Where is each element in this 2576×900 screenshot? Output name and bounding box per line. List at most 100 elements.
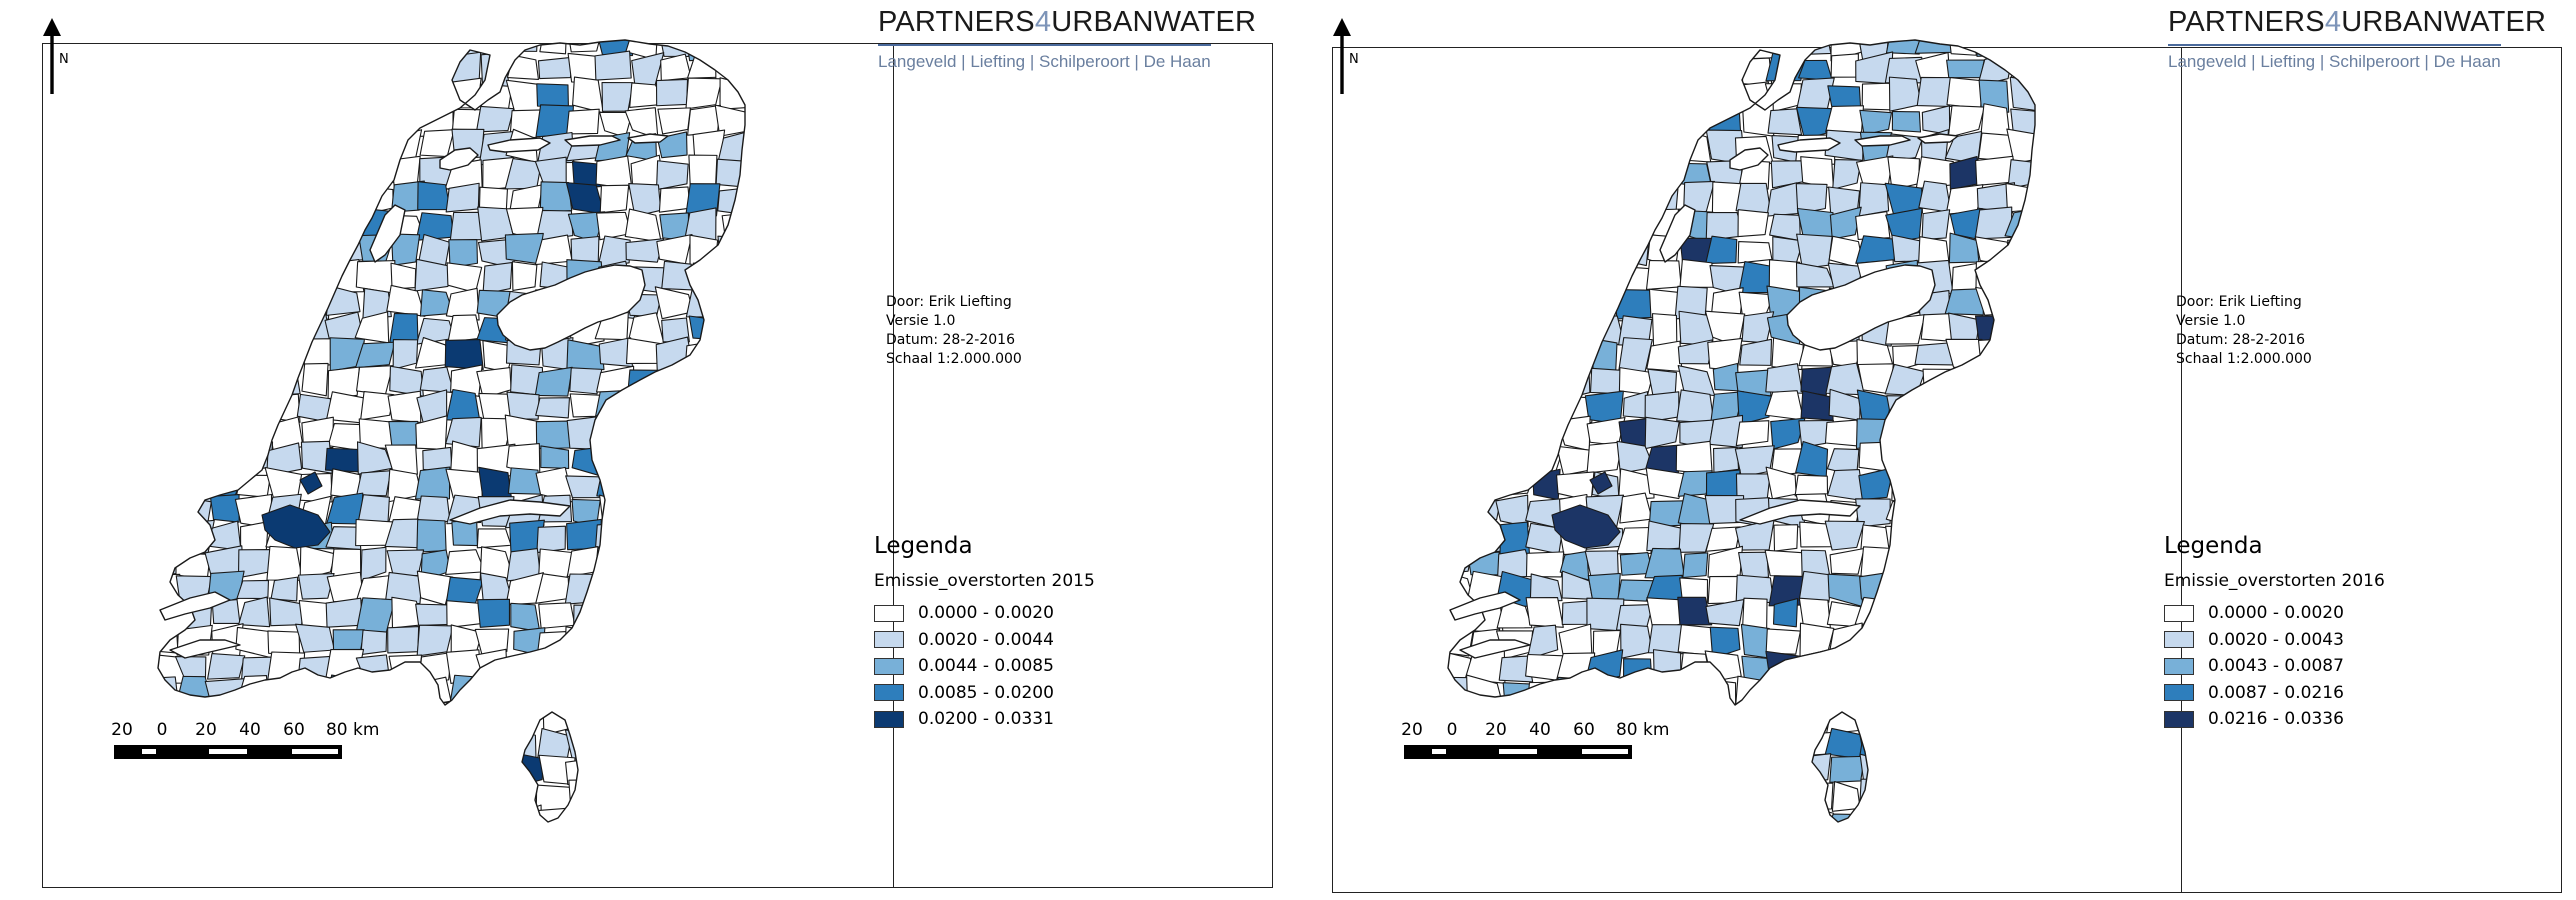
country-outline (1811, 711, 1869, 823)
municipality-polygon (475, 752, 512, 788)
municipality-polygon (1676, 836, 1714, 862)
municipality-polygon (1765, 363, 1803, 394)
municipality-polygon (1916, 675, 1950, 708)
municipality-polygon (1916, 705, 1951, 733)
municipality-polygon (390, 733, 422, 760)
municipality-polygon (1677, 624, 1715, 656)
municipality-polygon (448, 238, 479, 269)
municipality-polygon (1623, 658, 1653, 680)
municipality-polygon (1765, 51, 1805, 82)
municipality-polygon (1679, 40, 1710, 54)
municipality-polygon (1647, 84, 1686, 113)
municipality-polygon (1448, 313, 1474, 347)
municipality-polygon (360, 546, 387, 582)
municipality-polygon (654, 521, 694, 555)
municipality-polygon (1974, 547, 2011, 577)
municipality-polygon (571, 160, 602, 189)
municipality-polygon (1526, 52, 1564, 88)
map-frame (42, 43, 1273, 888)
municipality-polygon (539, 676, 572, 706)
scale-bar-label: 20 (111, 720, 133, 740)
municipality-polygon (444, 339, 484, 370)
municipality-polygon (476, 528, 512, 549)
municipality-polygon (1652, 649, 1682, 683)
municipality-polygon (1531, 834, 1561, 863)
municipality-polygon (1713, 446, 1740, 474)
municipality-polygon (1448, 40, 1475, 59)
municipality-polygon (448, 727, 485, 764)
municipality-polygon (325, 674, 362, 709)
wadden-island (564, 135, 621, 147)
municipality-polygon (654, 572, 691, 607)
municipality-polygon (356, 40, 394, 59)
municipality-polygon (1884, 182, 1923, 217)
municipality-polygon (1682, 552, 1709, 579)
municipality-polygon (301, 783, 331, 812)
municipality-polygon (685, 183, 721, 217)
municipality-polygon (1709, 679, 1737, 710)
municipality-polygon (355, 260, 396, 295)
municipality-polygon (152, 837, 185, 863)
municipality-polygon (2039, 629, 2074, 655)
logo-underline (878, 44, 1211, 46)
municipality-polygon (1830, 677, 1866, 710)
municipality-polygon (1825, 105, 1865, 135)
municipality-polygon (751, 82, 777, 110)
municipality-polygon (744, 266, 745, 294)
municipality-polygon (265, 337, 302, 373)
municipality-polygon (158, 182, 185, 218)
municipality-polygon (1885, 494, 1918, 529)
municipality-polygon (2009, 549, 2035, 574)
municipality-polygon (1525, 551, 1565, 578)
municipality-polygon (657, 40, 692, 57)
municipality-polygon (750, 472, 781, 502)
municipality-polygon (448, 674, 485, 712)
municipality-polygon (422, 56, 449, 85)
municipality-polygon (158, 522, 186, 555)
legend-layer-name: Emissie_overstorten 2016 (2164, 571, 2385, 591)
legend-swatch (874, 710, 904, 728)
municipality-polygon (715, 627, 745, 653)
municipality-polygon (687, 521, 724, 552)
scale-bar-label: 20 (1401, 720, 1423, 740)
municipality-polygon (1980, 837, 2013, 866)
municipality-polygon (1589, 102, 1623, 134)
municipality-polygon (177, 81, 215, 108)
municipality-polygon (1736, 390, 1773, 426)
scale-bar-label: 0 (1446, 720, 1458, 740)
municipality-polygon (506, 653, 542, 686)
municipality-polygon (1470, 259, 1500, 291)
scale-bar-label: 0 (156, 720, 168, 740)
municipality-polygon (294, 675, 335, 709)
municipality-polygon (1705, 599, 1745, 627)
municipality-polygon (2008, 264, 2035, 295)
municipality-polygon (597, 235, 631, 268)
municipality-polygon (747, 182, 782, 211)
municipality-polygon (1980, 421, 2015, 449)
municipality-polygon (1496, 291, 1533, 318)
legend-swatch (874, 631, 904, 649)
municipality-polygon (158, 131, 185, 165)
municipality-polygon (1448, 291, 1473, 316)
municipality-polygon (2009, 729, 2035, 762)
municipality-polygon (1945, 368, 1983, 396)
municipality-polygon (1914, 521, 1951, 549)
water-body (449, 499, 571, 525)
municipality-polygon (1918, 180, 1952, 213)
municipality-polygon (1920, 757, 1956, 790)
municipality-polygon (1679, 577, 1709, 603)
meta-version: Versie 1.0 (886, 313, 956, 329)
scale-bar-label: 60 (1573, 720, 1595, 740)
municipality-polygon (1860, 834, 1888, 867)
municipality-polygon (268, 679, 306, 711)
municipality-polygon (535, 784, 575, 812)
municipality-polygon (714, 104, 745, 137)
municipality-polygon (595, 549, 633, 578)
municipality-polygon (2042, 131, 2073, 159)
municipality-polygon (387, 626, 420, 654)
municipality-polygon (715, 705, 745, 730)
municipality-polygon (1559, 236, 1595, 268)
municipality-polygon (1981, 443, 2014, 475)
municipality-polygon (176, 40, 214, 59)
municipality-polygon (1799, 622, 1835, 657)
